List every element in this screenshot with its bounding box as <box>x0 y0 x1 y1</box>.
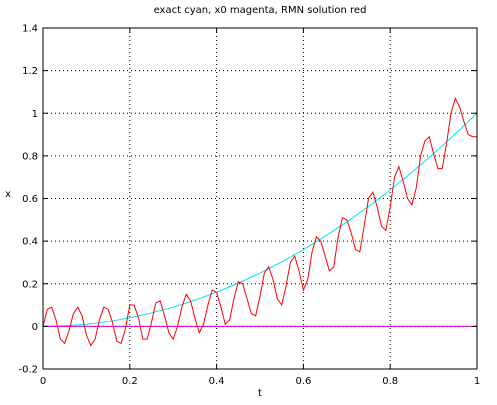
series-layer <box>42 96 478 347</box>
y-tick-label: 0.2 <box>22 279 38 290</box>
x-tick-label: 0 <box>40 376 46 387</box>
tick-labels: 0 0.2 0.4 0.6 0.8 1-0.200.20.40.60.811.21.4 <box>18 24 480 388</box>
chart-title: exact cyan, x0 magenta, RMN solution red <box>154 5 367 16</box>
ticks <box>42 27 478 370</box>
y-tick-label: 1.4 <box>22 24 38 35</box>
y-axis-label: x <box>5 189 11 200</box>
x-tick-label: 1 <box>474 376 480 387</box>
y-tick-label: -0.2 <box>18 365 38 376</box>
y-tick-label: 0 <box>32 322 38 333</box>
grid <box>43 28 477 369</box>
x-tick-label: 0.2 <box>122 376 138 387</box>
x-axis-label: t <box>258 388 262 399</box>
rmn-solution-line <box>42 96 477 347</box>
exact-solution-line <box>42 112 478 327</box>
x-tick-label: 0.8 <box>382 376 398 387</box>
x-tick-label: 0.6 <box>295 376 311 387</box>
y-tick-label: 1.2 <box>22 66 38 77</box>
y-tick-label: 0.8 <box>22 151 38 162</box>
y-tick-label: 1 <box>32 109 38 120</box>
x-tick-label: 0.4 <box>209 376 225 387</box>
y-tick-label: 0.6 <box>22 194 38 205</box>
y-tick-label: 0.4 <box>22 237 38 248</box>
